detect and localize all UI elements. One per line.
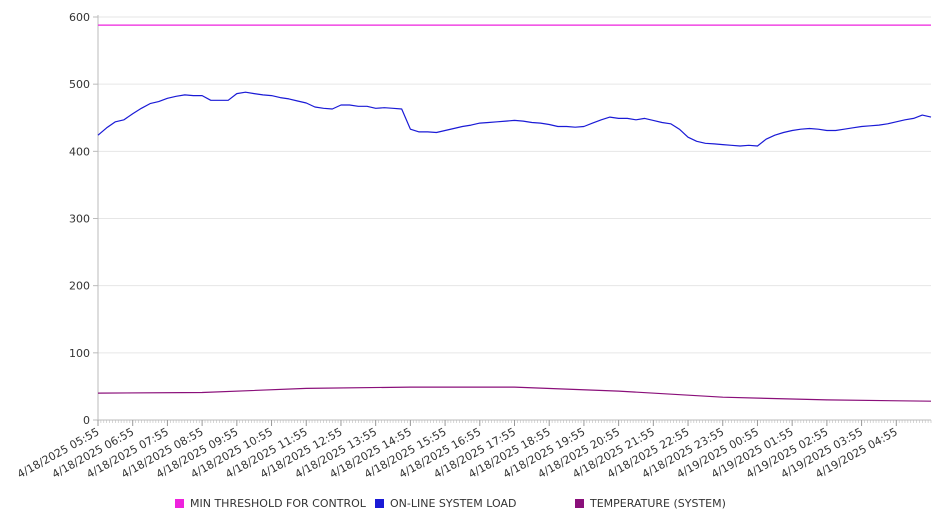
y-tick-label: 500 [69,78,90,91]
legend-label-min-threshold: MIN THRESHOLD FOR CONTROL [190,497,366,510]
y-axis-ticks: 0 100 200 300 400 500 600 [69,11,98,427]
y-tick-label: 0 [83,414,90,427]
legend-swatch-system-load [375,499,384,508]
legend: MIN THRESHOLD FOR CONTROL ON-LINE SYSTEM… [0,497,946,515]
legend-label-temperature: TEMPERATURE (SYSTEM) [590,497,726,510]
legend-swatch-temperature [575,499,584,508]
series-line-1 [97,91,932,147]
legend-item-min-threshold[interactable]: MIN THRESHOLD FOR CONTROL [175,497,366,510]
x-axis-ticks: 4/18/2025 05:554/18/2025 06:554/18/2025 … [15,420,932,481]
series-lines [97,24,932,402]
y-tick-label: 100 [69,347,90,360]
legend-swatch-min-threshold [175,499,184,508]
legend-item-system-load[interactable]: ON-LINE SYSTEM LOAD [375,497,516,510]
axes [97,15,931,421]
y-tick-label: 300 [69,213,90,226]
y-tick-label: 400 [69,145,90,158]
y-tick-label: 600 [69,11,90,24]
legend-item-temperature[interactable]: TEMPERATURE (SYSTEM) [575,497,726,510]
y-tick-label: 200 [69,280,90,293]
legend-label-system-load: ON-LINE SYSTEM LOAD [390,497,517,510]
series-line-2 [97,386,932,402]
gridlines [98,16,931,354]
